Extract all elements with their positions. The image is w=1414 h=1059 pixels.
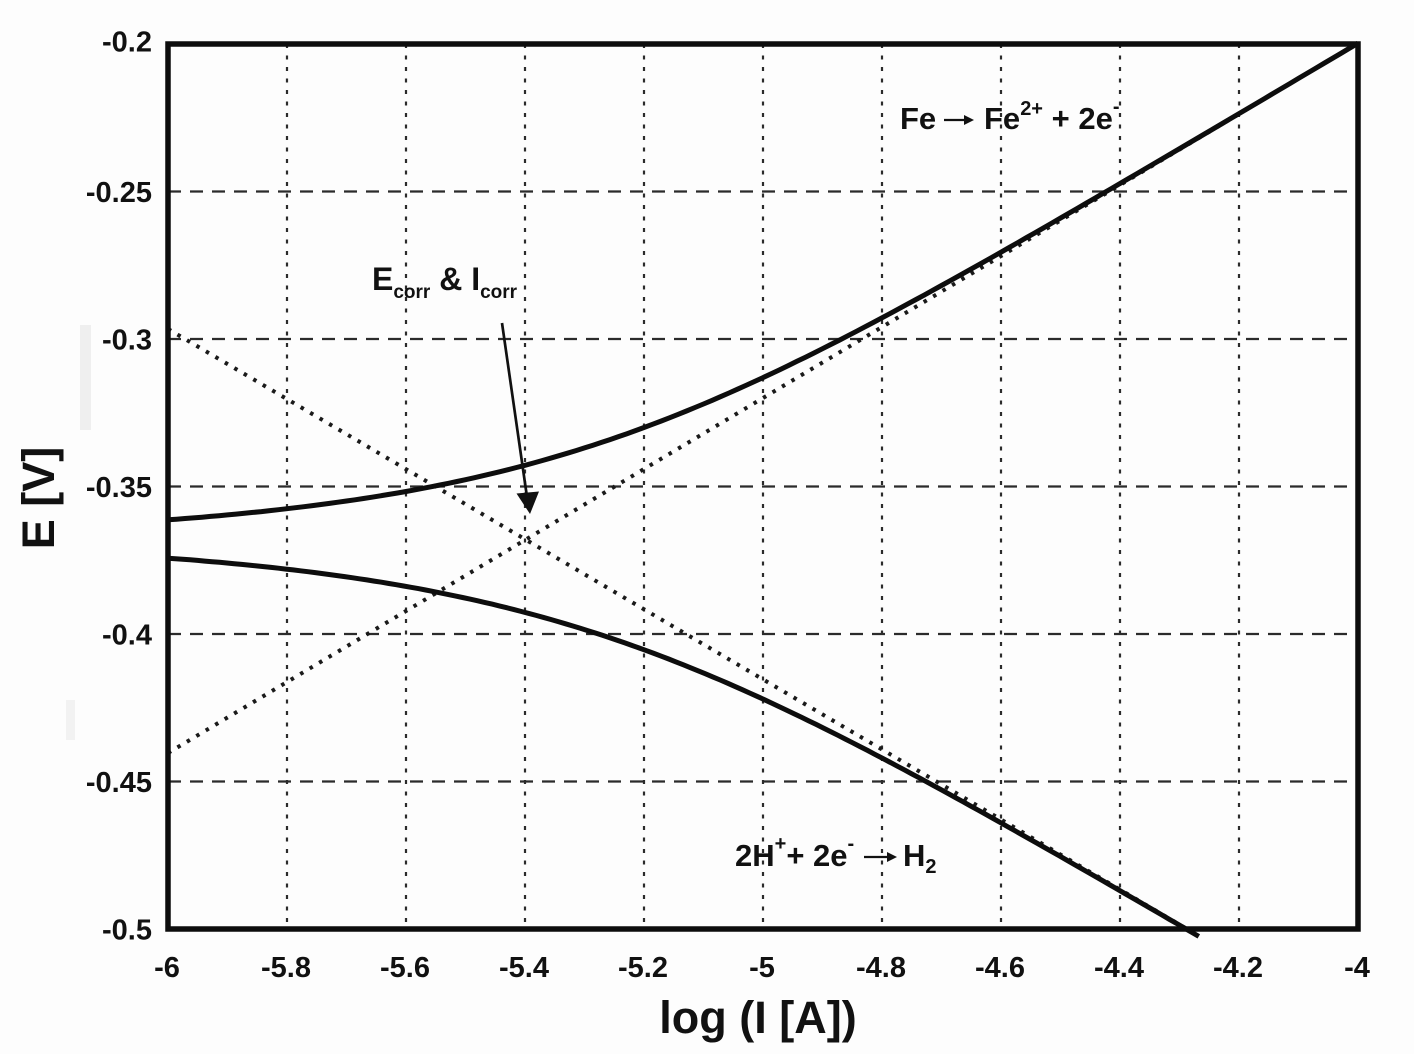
svg-text:-4.2: -4.2 [1213, 952, 1263, 984]
svg-text:Fe: Fe [900, 101, 936, 136]
svg-text:-0.25: -0.25 [86, 177, 152, 209]
svg-text:-0.2: -0.2 [102, 27, 152, 59]
svg-text:-6: -6 [154, 952, 180, 984]
svg-text:Fe2+ + 2e-: Fe2+ + 2e- [984, 96, 1119, 136]
svg-text:-0.35: -0.35 [86, 472, 152, 504]
svg-text:-5: -5 [749, 952, 775, 984]
svg-text:-0.4: -0.4 [102, 620, 152, 652]
svg-text:-4.4: -4.4 [1094, 952, 1144, 984]
svg-text:-4: -4 [1344, 952, 1370, 984]
svg-text:-5.8: -5.8 [261, 952, 311, 984]
svg-text:log (I [A]): log (I [A]) [659, 992, 856, 1043]
svg-text:-4.6: -4.6 [975, 952, 1025, 984]
svg-text:-0.5: -0.5 [102, 915, 152, 947]
svg-text:-5.4: -5.4 [499, 952, 549, 984]
svg-text:-5.6: -5.6 [380, 952, 430, 984]
svg-text:E [V]: E [V] [13, 447, 64, 550]
svg-text:-5.2: -5.2 [618, 952, 668, 984]
svg-text:-0.45: -0.45 [86, 767, 152, 799]
svg-text:H2: H2 [903, 838, 937, 878]
svg-text:-0.3: -0.3 [102, 325, 152, 357]
svg-text:-4.8: -4.8 [856, 952, 906, 984]
svg-text:2H++ 2e-: 2H++ 2e- [735, 833, 854, 873]
